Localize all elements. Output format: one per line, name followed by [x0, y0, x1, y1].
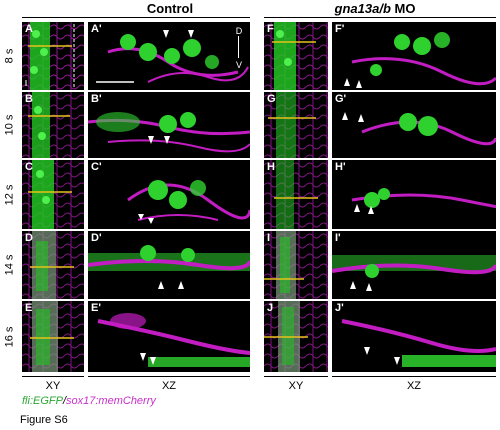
xy-column-line-mo	[264, 376, 328, 377]
xz-column-line-mo	[332, 376, 496, 377]
panel-A: A	[22, 22, 84, 90]
xy-label-mo: XY	[288, 380, 304, 392]
panel-E-prime: E'	[88, 301, 250, 372]
panel-B: B	[22, 92, 84, 158]
figure-label: Figure S6	[20, 414, 68, 426]
panel-label-G-prime: G'	[335, 93, 347, 105]
panel-label-C: C	[25, 161, 33, 173]
panel-label-B: B	[25, 93, 33, 105]
panel-G-prime: G'	[332, 92, 496, 158]
panel-label-B-prime: B'	[91, 93, 102, 105]
stage-label-16s: 16 s	[3, 326, 16, 347]
panel-C-prime: C'	[88, 160, 250, 229]
orientation-arrow-icon	[238, 36, 239, 58]
panel-label-F: F	[267, 23, 274, 35]
panel-label-H: H	[267, 161, 275, 173]
panel-label-A-prime: A'	[91, 23, 102, 35]
panel-label-I: I	[267, 232, 271, 244]
mo-title-underline	[264, 17, 496, 18]
panel-I: I	[264, 231, 328, 299]
panel-label-E-prime: E'	[91, 302, 101, 314]
panel-B-prime: B'	[88, 92, 250, 158]
orientation-ventral-label: V	[235, 60, 242, 70]
xy-column-line-control	[22, 376, 84, 377]
stage-label-10s: 10 s	[3, 114, 16, 136]
xz-label-mo: XZ	[406, 380, 422, 392]
mo-title-suffix: MO	[390, 1, 416, 16]
panel-J-prime: J'	[332, 301, 496, 372]
orientation-dorsal-label: D	[235, 26, 243, 36]
panel-E: E	[22, 301, 84, 372]
panel-label-G: G	[267, 93, 276, 105]
panel-label-D: D	[25, 232, 33, 244]
stage-label-8s: 8 s	[3, 48, 15, 64]
panel-label-C-prime: C'	[91, 161, 102, 173]
legend-magenta: sox17:memCherry	[66, 395, 156, 407]
panel-C: C	[22, 160, 84, 229]
stage-label-12s: 12 s	[3, 184, 16, 205]
xy-label-control: XY	[45, 380, 61, 392]
panel-label-F-prime: F'	[335, 23, 345, 35]
legend-green: fli:EGFP	[22, 395, 63, 407]
panel-A-prime: A' D V	[88, 22, 250, 90]
panel-label-D-prime: D'	[91, 232, 102, 244]
xz-label-control: XZ	[161, 380, 177, 392]
panel-F: F	[264, 22, 328, 90]
legend-separator: /	[62, 395, 67, 407]
panel-label-I-prime: I'	[335, 232, 341, 244]
panel-H-prime: H'	[332, 160, 496, 229]
panel-F-prime: F'	[332, 22, 496, 90]
mo-title: gna13a/b MO	[300, 1, 450, 16]
control-title: Control	[146, 1, 194, 16]
panel-D: D	[22, 231, 84, 299]
channel-legend: fli:EGFP/sox17:memCherry	[22, 395, 156, 407]
panel-G: G	[264, 92, 328, 158]
panel-J: J	[264, 301, 328, 372]
panel-D-prime: D'	[88, 231, 250, 299]
panel-label-A: A	[25, 23, 33, 35]
panel-I-prime: I'	[332, 231, 496, 299]
panel-H: H	[264, 160, 328, 229]
control-title-underline	[22, 17, 250, 18]
xz-column-line-control	[88, 376, 250, 377]
panel-label-H-prime: H'	[335, 161, 346, 173]
mo-title-gene: gna13a/b	[334, 1, 391, 16]
stage-label-14s: 14 s	[3, 254, 16, 276]
panel-label-E: E	[25, 302, 33, 314]
panel-label-J: J	[267, 302, 274, 314]
panel-label-J-prime: J'	[335, 302, 344, 314]
